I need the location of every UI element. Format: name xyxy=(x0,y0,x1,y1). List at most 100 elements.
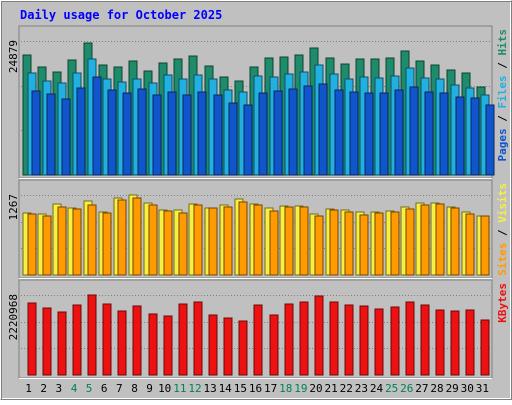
y-max-label: 2220968 xyxy=(7,294,20,340)
x-label-day-19: 19 xyxy=(294,382,307,395)
panels: 24879 Pages / Files / Hits 1267 Sites / Vis… xyxy=(7,25,509,379)
x-label-day-1: 1 xyxy=(25,382,32,395)
bar-kbytes-7 xyxy=(117,310,127,376)
bar-kbytes-23 xyxy=(359,305,369,376)
x-label-day-10: 10 xyxy=(158,382,171,395)
x-label-day-26: 26 xyxy=(400,382,413,395)
side-legend-text: Sites / Visits xyxy=(496,183,509,276)
bar-kbytes-31 xyxy=(480,319,490,376)
bar-pages-15 xyxy=(243,104,253,176)
bar-kbytes-24 xyxy=(374,308,384,376)
bar-pages-29 xyxy=(455,96,465,176)
bar-pages-31 xyxy=(485,104,495,176)
bar-sites-25 xyxy=(390,211,400,276)
bar-pages-12 xyxy=(197,91,207,176)
bar-sites-17 xyxy=(269,210,279,276)
x-label-day-30: 30 xyxy=(461,382,474,395)
bar-kbytes-21 xyxy=(329,301,339,376)
y-max-label: 1267 xyxy=(7,194,20,221)
bar-pages-13 xyxy=(213,94,223,176)
x-label-day-8: 8 xyxy=(131,382,138,395)
bar-kbytes-30 xyxy=(465,309,475,376)
x-label-day-2: 2 xyxy=(40,382,47,395)
bar-pages-30 xyxy=(470,97,480,176)
side-legend-text: Pages / Files / Hits xyxy=(496,29,509,162)
bar-sites-16 xyxy=(253,204,263,276)
legend-files: Files xyxy=(496,75,509,108)
bar-sites-27 xyxy=(420,204,430,276)
bar-pages-18 xyxy=(288,88,298,176)
bar-pages-22 xyxy=(349,91,359,176)
x-label-day-20: 20 xyxy=(309,382,322,395)
bar-sites-14 xyxy=(223,206,233,276)
bar-pages-20 xyxy=(318,83,328,176)
bar-sites-5 xyxy=(87,204,97,276)
bar-sites-8 xyxy=(132,197,142,276)
bar-pages-1 xyxy=(31,90,41,176)
x-label-day-14: 14 xyxy=(219,382,233,395)
bar-kbytes-17 xyxy=(269,314,279,376)
bar-pages-4 xyxy=(76,87,86,176)
bar-sites-24 xyxy=(374,212,384,276)
x-label-day-4: 4 xyxy=(71,382,78,395)
bar-pages-14 xyxy=(228,102,238,176)
bar-kbytes-4 xyxy=(72,304,82,376)
x-label-day-29: 29 xyxy=(446,382,459,395)
x-label-day-21: 21 xyxy=(324,382,337,395)
x-label-day-27: 27 xyxy=(415,382,428,395)
bar-kbytes-27 xyxy=(420,304,430,376)
legend-separator: / xyxy=(496,223,509,243)
panel-2: 1267 Sites / Visits xyxy=(7,179,509,279)
bar-kbytes-5 xyxy=(87,294,97,376)
bar-sites-9 xyxy=(148,204,158,276)
series-kbytes xyxy=(27,294,490,376)
bar-kbytes-16 xyxy=(253,304,263,376)
bar-pages-7 xyxy=(122,92,132,176)
bar-pages-9 xyxy=(152,94,162,176)
legend-hits: Hits xyxy=(496,29,509,56)
bar-kbytes-18 xyxy=(284,303,294,376)
x-label-day-6: 6 xyxy=(101,382,108,395)
bar-pages-19 xyxy=(303,85,313,176)
side-legend-2: Sites / Visits xyxy=(496,183,509,276)
bar-kbytes-14 xyxy=(223,317,233,376)
x-axis-labels: 1 2 3 4 5 6 7 8 9 10 11 12 13 14 15 16 17 18 19 20 21 22 23 24 2… xyxy=(25,382,489,395)
bar-pages-26 xyxy=(409,86,419,176)
x-label-day-13: 13 xyxy=(203,382,216,395)
bar-kbytes-10 xyxy=(163,315,173,376)
x-label-day-28: 28 xyxy=(430,382,443,395)
bar-kbytes-8 xyxy=(132,305,142,376)
x-label-day-25: 25 xyxy=(385,382,398,395)
x-label-day-3: 3 xyxy=(55,382,62,395)
bar-kbytes-9 xyxy=(148,313,158,376)
bar-pages-8 xyxy=(137,88,147,176)
bar-kbytes-6 xyxy=(102,303,112,376)
bar-pages-10 xyxy=(167,91,177,176)
legend-separator: / xyxy=(496,56,509,76)
x-label-day-23: 23 xyxy=(355,382,368,395)
series-sites xyxy=(27,197,490,276)
bar-kbytes-25 xyxy=(390,306,400,376)
bar-sites-15 xyxy=(238,201,248,276)
bar-pages-11 xyxy=(182,94,192,176)
bar-kbytes-3 xyxy=(57,311,67,376)
x-label-day-15: 15 xyxy=(234,382,247,395)
bar-sites-26 xyxy=(405,208,415,276)
panel-1: 24879 Pages / Files / Hits xyxy=(7,25,509,179)
bar-kbytes-20 xyxy=(314,295,324,376)
bar-kbytes-1 xyxy=(27,302,37,376)
bar-pages-3 xyxy=(61,98,71,176)
bar-sites-2 xyxy=(42,215,52,276)
x-label-day-16: 16 xyxy=(249,382,262,395)
bar-sites-28 xyxy=(435,203,445,276)
bar-sites-10 xyxy=(163,210,173,276)
bar-kbytes-28 xyxy=(435,309,445,376)
bar-pages-23 xyxy=(364,92,374,176)
bar-pages-24 xyxy=(379,92,389,176)
bar-pages-16 xyxy=(258,92,268,176)
bar-kbytes-15 xyxy=(238,320,248,376)
bar-sites-1 xyxy=(27,213,37,276)
bar-kbytes-29 xyxy=(450,310,460,376)
panel-3: 2220968 KBytes xyxy=(7,279,509,379)
legend-sites: Sites xyxy=(496,243,509,276)
